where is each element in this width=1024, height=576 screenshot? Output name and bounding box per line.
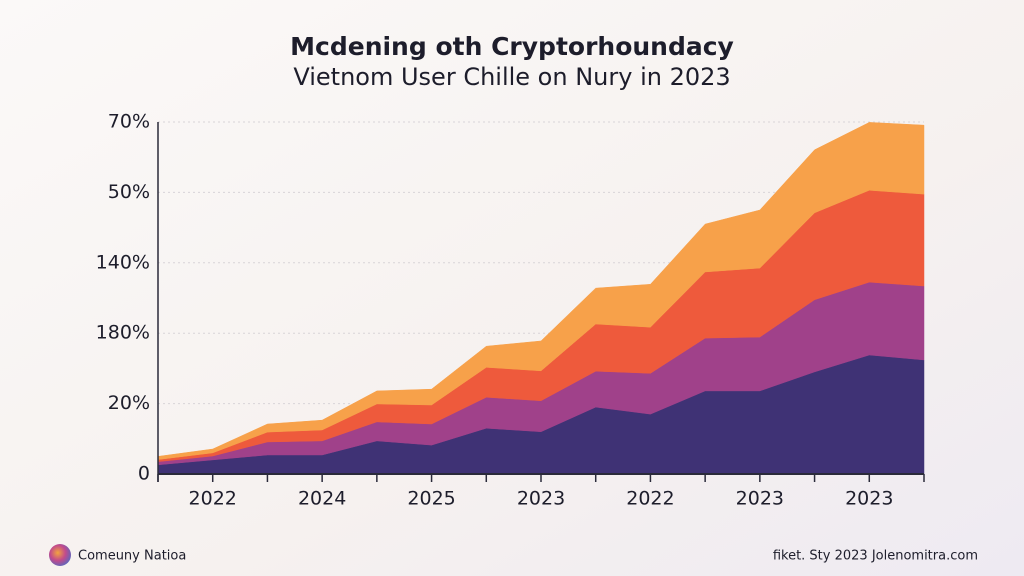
x-tick-label: 2025 [407,488,455,510]
x-tick-label: 2024 [298,488,346,510]
y-tick-label: 180% [96,322,150,344]
chart-subtitle: Vietnom User Chille on Nury in 2023 [293,63,730,91]
x-tick-label: 2022 [626,488,674,510]
footer-left: Comeuny Natioa [78,549,186,564]
area [157,122,925,460]
y-tick-label: 70% [108,111,150,133]
logo [49,544,71,566]
chart-title: Mcdening oth Cryptorhoundacy [290,32,734,61]
y-tick-label: 140% [96,251,150,273]
x-tick-label: 2022 [189,488,237,510]
footer-right: fiket. Sty 2023 Jolenomitra.com [773,549,978,564]
x-tick-label: 2023 [736,488,784,510]
plot: 0 20% 180% 140% 50% 70% 2022 2024 2025 2023 2022 20… [96,111,925,510]
y-tick-label: 0 [138,463,150,485]
y-tick-label: 20% [108,392,150,414]
x-tick-label: 2023 [517,488,565,510]
x-tick-label: 2023 [845,488,893,510]
y-tick-label: 50% [108,181,150,203]
